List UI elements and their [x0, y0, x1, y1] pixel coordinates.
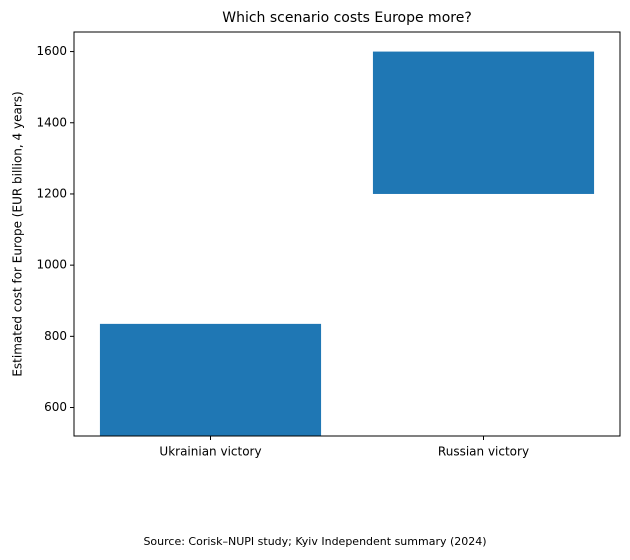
y-tick-label: 800 [44, 329, 67, 343]
y-tick-label: 1400 [36, 115, 67, 129]
y-axis-label: Estimated cost for Europe (EUR billion, … [11, 91, 25, 376]
y-tick-label: 1600 [36, 44, 67, 58]
bar [99, 323, 322, 436]
y-tick-label: 1200 [36, 186, 67, 200]
chart-title: Which scenario costs Europe more? [222, 10, 472, 26]
plot-frame [73, 31, 621, 437]
y-tick-label: 600 [44, 400, 67, 414]
bar [372, 51, 595, 194]
y-tick-label: 1000 [36, 258, 67, 272]
source-note: Source: Corisk–NUPI study; Kyiv Independ… [143, 535, 486, 548]
x-tick-label: Ukrainian victory [159, 445, 261, 459]
x-tick-label: Russian victory [438, 445, 529, 459]
